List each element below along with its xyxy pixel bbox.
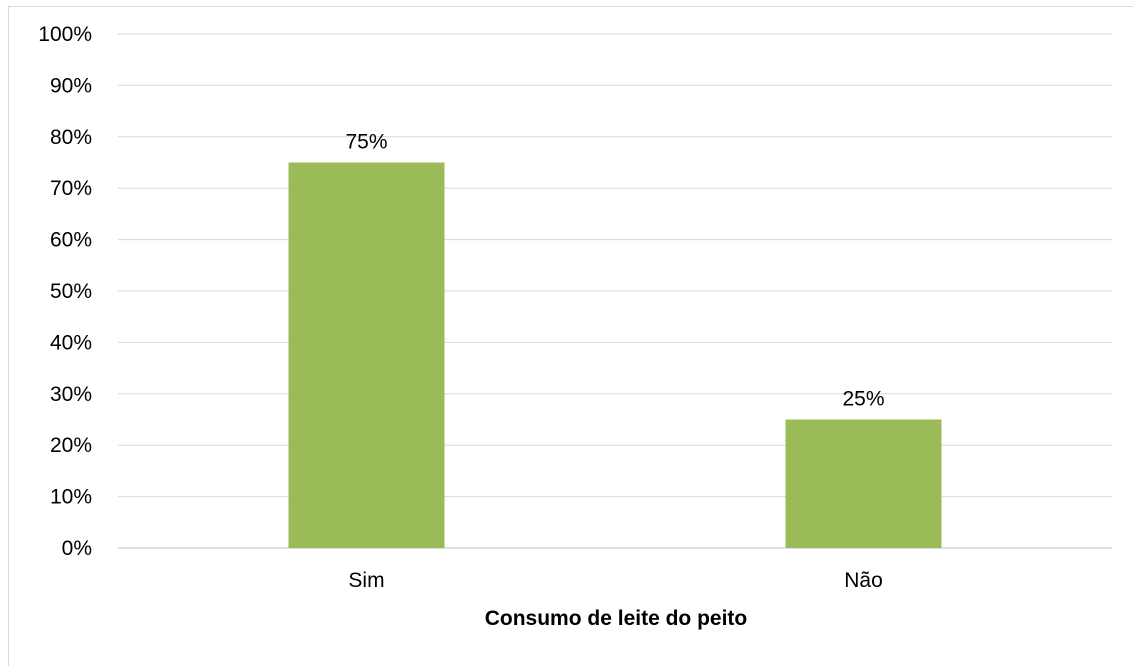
y-tick-label: 100% <box>38 23 92 46</box>
data-label: 25% <box>842 388 884 411</box>
gridlines <box>118 33 1112 549</box>
y-tick-label: 50% <box>50 280 92 303</box>
y-tick-label: 40% <box>50 331 92 354</box>
bar-1 <box>288 162 445 548</box>
y-tick-label: 90% <box>50 74 92 97</box>
x-axis-tick-labels: Sim Não <box>348 569 882 592</box>
x-tick-label: Sim <box>348 569 384 592</box>
y-axis-tick-labels: 0% 10% 20% 30% 40% 50% 60% 70% 80% 90% 100% <box>38 23 92 560</box>
y-tick-label: 80% <box>50 126 92 149</box>
y-tick-label: 30% <box>50 383 92 406</box>
bars <box>288 162 942 548</box>
data-label: 75% <box>345 131 387 154</box>
x-axis-title: Consumo de leite do peito <box>485 607 748 630</box>
chart-frame <box>8 6 1133 666</box>
bar-2 <box>785 419 942 548</box>
y-tick-label: 0% <box>62 537 92 560</box>
data-labels: 75% 25% <box>345 131 884 411</box>
y-tick-label: 70% <box>50 177 92 200</box>
y-tick-label: 60% <box>50 229 92 252</box>
y-tick-label: 20% <box>50 434 92 457</box>
x-tick-label: Não <box>844 569 883 592</box>
y-tick-label: 10% <box>50 486 92 509</box>
